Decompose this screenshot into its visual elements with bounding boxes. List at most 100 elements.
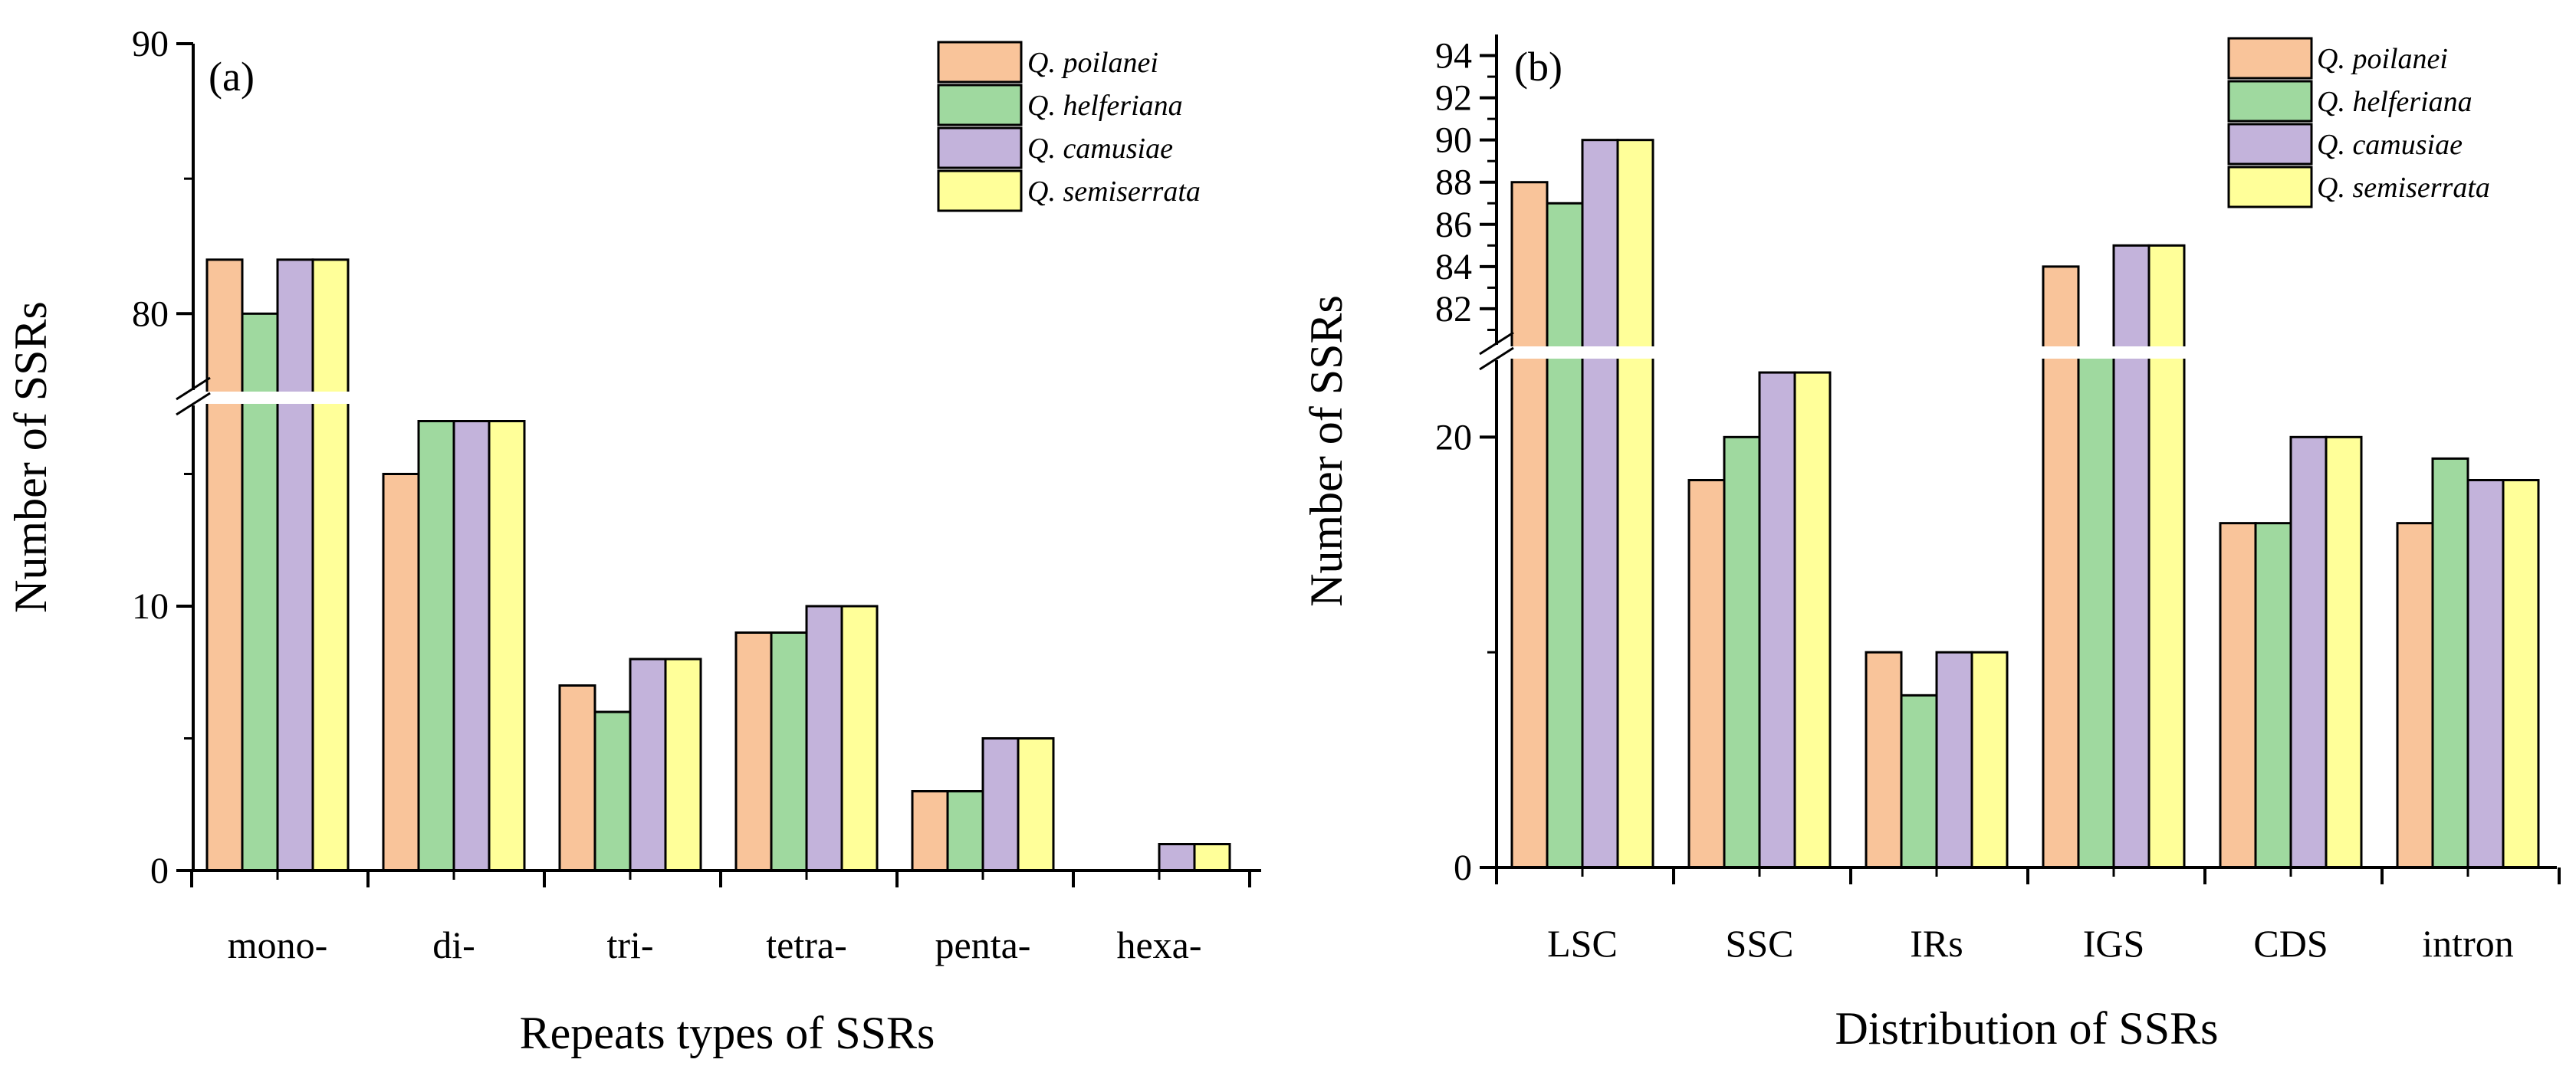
bar-IRs-series-4 [1970, 651, 2009, 869]
x-tick-label-intron: intron [2422, 922, 2513, 965]
bar-tetra-series-3 [805, 605, 843, 872]
y-tick-label: 82 [1435, 289, 1472, 330]
bar-intron-series-1 [2396, 522, 2434, 869]
y-axis-title: Number of SSRs [5, 301, 56, 613]
bar-tetra-series-1 [734, 631, 773, 872]
bar-tri-series-1 [558, 684, 596, 872]
y-tick-label: 0 [150, 851, 169, 891]
bar-hexa-series-4 [1193, 843, 1231, 872]
y-tick-label: 94 [1435, 36, 1472, 77]
bar-mono-series-3 [276, 258, 314, 872]
x-tick-label-IRs: IRs [1910, 922, 1963, 965]
bar-mono-series-2 [241, 312, 279, 872]
y-tick-label: 88 [1435, 162, 1472, 203]
legend-swatch-4 [2227, 166, 2313, 208]
axis-break-band [1481, 346, 2574, 359]
y-tick-label: 80 [132, 294, 169, 334]
bar-SSC-series-1 [1687, 479, 1726, 869]
legend: Q. poilanei Q. helferiana Q. camusiae Q. se… [937, 41, 1201, 212]
legend-swatch-2 [937, 84, 1023, 126]
legend-label-2: Q. helferiana [1027, 90, 1183, 122]
bar-LSC-series-4 [1616, 139, 1654, 869]
bar-SSC-series-4 [1793, 371, 1832, 869]
bar-penta-series-2 [946, 790, 984, 872]
bar-SSC-series-3 [1758, 371, 1796, 869]
bar-IGS-series-2 [2077, 349, 2115, 869]
bar-IRs-series-1 [1865, 651, 1903, 869]
bar-di-series-2 [417, 420, 455, 872]
bar-tetra-series-2 [770, 631, 808, 872]
legend-label-4: Q. semiserrata [2317, 172, 2490, 204]
bar-CDS-series-3 [2289, 435, 2328, 869]
bar-IRs-series-3 [1935, 651, 1973, 869]
y-tick-label: 10 [132, 586, 169, 627]
panel-label: (a) [209, 54, 255, 100]
legend-label-3: Q. camusiae [1027, 133, 1173, 165]
bar-CDS-series-1 [2219, 522, 2257, 869]
x-tick-label-mono: mono- [228, 923, 328, 966]
legend-swatch-4 [937, 169, 1023, 212]
legend: Q. poilanei Q. helferiana Q. camusiae Q. se… [2227, 37, 2490, 208]
axis-break-band [178, 392, 1265, 404]
x-axis-title: Repeats types of SSRs [520, 1008, 935, 1058]
legend-label-1: Q. poilanei [2317, 43, 2448, 75]
bar-LSC-series-1 [1510, 181, 1549, 869]
bar-penta-series-4 [1017, 737, 1055, 872]
x-tick-label-hexa: hexa- [1116, 923, 1201, 966]
y-axis-title: Number of SSRs [1301, 295, 1352, 607]
axis-break-mark-2 [1479, 346, 1514, 371]
x-tick-label-tri: tri- [606, 923, 653, 966]
bar-CDS-series-2 [2254, 522, 2292, 869]
bar-mono-series-4 [311, 258, 350, 872]
legend-swatch-3 [2227, 123, 2313, 166]
bar-intron-series-2 [2431, 457, 2469, 869]
legend-label-4: Q. semiserrata [1027, 175, 1201, 208]
bar-tri-series-3 [629, 658, 667, 872]
y-tick-label: 90 [1435, 120, 1472, 161]
x-axis-title: Distribution of SSRs [1835, 1003, 2218, 1054]
axis-break-mark-2 [176, 392, 211, 416]
bar-penta-series-1 [911, 790, 949, 872]
x-tick-label-SSC: SSC [1726, 922, 1794, 965]
legend-swatch-2 [2227, 80, 2313, 123]
legend-label-3: Q. camusiae [2317, 129, 2463, 161]
y-tick-label: 90 [132, 24, 169, 64]
x-tick-label-CDS: CDS [2253, 922, 2328, 965]
y-tick-label: 0 [1454, 848, 1472, 888]
x-tick-label-tetra: tetra- [766, 923, 846, 966]
legend-swatch-1 [2227, 37, 2313, 80]
bar-SSC-series-2 [1723, 435, 1761, 869]
bar-di-series-3 [452, 420, 491, 872]
legend-label-2: Q. helferiana [2317, 86, 2472, 118]
bar-intron-series-4 [2502, 479, 2540, 869]
legend-swatch-3 [937, 126, 1023, 169]
y-tick-label: 86 [1435, 205, 1472, 245]
y-tick-label: 92 [1435, 78, 1472, 119]
bar-LSC-series-2 [1546, 202, 1584, 869]
bar-LSC-series-3 [1581, 139, 1619, 869]
bar-hexa-series-3 [1158, 843, 1196, 872]
panel-a-chart: 0 10 80 90 mono-di-tri-tetra-penta-hexa- Repe… [5, 24, 1265, 1058]
bar-IRs-series-2 [1900, 694, 1938, 869]
bar-penta-series-3 [981, 737, 1020, 872]
bar-IGS-series-4 [2147, 244, 2186, 869]
y-tick-label: 20 [1435, 417, 1472, 458]
x-tick-label-LSC: LSC [1547, 922, 1618, 965]
bar-di-series-4 [488, 420, 526, 872]
bar-IGS-series-3 [2112, 244, 2150, 869]
bar-tri-series-4 [664, 658, 702, 872]
y-tick-label: 84 [1435, 247, 1472, 287]
bar-di-series-1 [382, 473, 420, 872]
bar-intron-series-3 [2466, 479, 2505, 869]
bar-tetra-series-4 [840, 605, 879, 872]
bar-tri-series-2 [593, 710, 632, 872]
bar-CDS-series-4 [2325, 435, 2363, 869]
x-tick-label-penta: penta- [935, 923, 1031, 966]
x-tick-label-di: di- [432, 923, 475, 966]
legend-swatch-1 [937, 41, 1023, 84]
legend-label-1: Q. poilanei [1027, 47, 1158, 79]
bar-mono-series-1 [205, 258, 244, 872]
panel-label: (b) [1514, 44, 1562, 90]
